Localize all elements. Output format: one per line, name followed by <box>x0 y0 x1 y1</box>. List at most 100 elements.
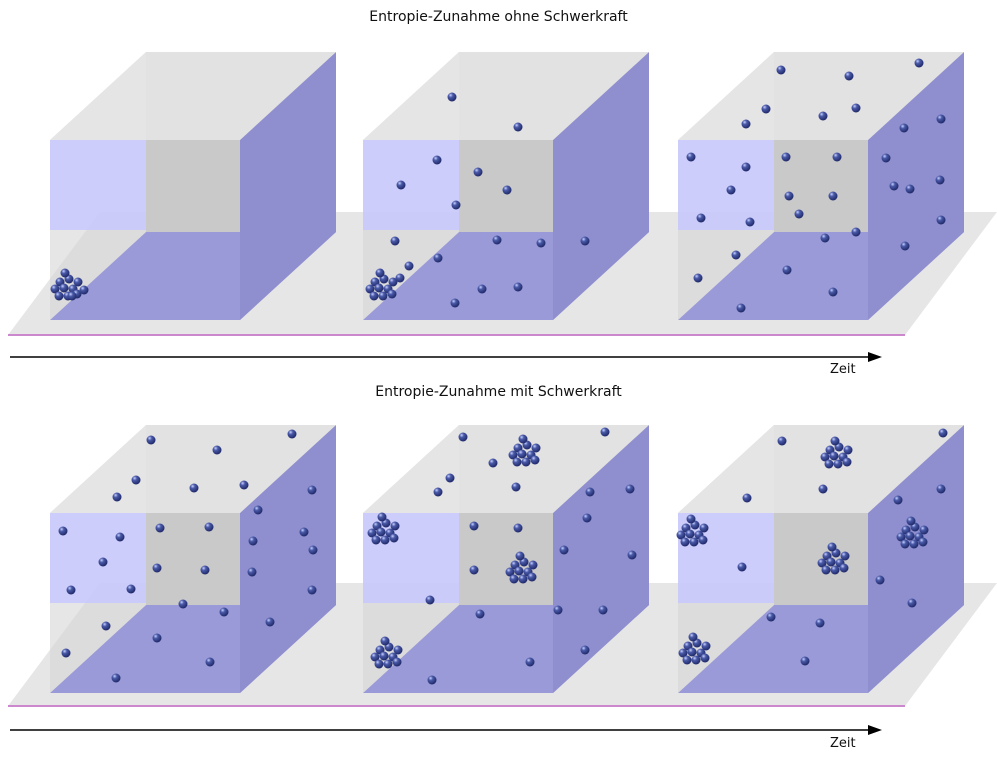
particle <box>477 284 487 294</box>
cube-bottom-3-cluster-top-particle <box>824 459 834 469</box>
cube-bottom-3-cluster-low-particle <box>682 655 692 665</box>
particle <box>98 557 108 567</box>
particle <box>525 657 535 667</box>
particle <box>818 484 828 494</box>
particle <box>212 445 222 455</box>
cube-bottom-2-cluster-left-particle <box>389 533 399 543</box>
particle <box>239 480 249 490</box>
cube-bottom-2-cluster-right-particle <box>518 574 528 584</box>
title-bottom: Entropie-Zunahme mit Schwerkraft <box>375 384 622 400</box>
cube-bottom-3-cluster-left-particle <box>676 530 686 540</box>
particle <box>152 633 162 643</box>
particle <box>745 217 755 227</box>
particle <box>761 104 771 114</box>
cube-bottom-3-top-face <box>678 425 964 513</box>
particle <box>737 562 747 572</box>
cube-bottom-2-cluster-low-particle <box>370 652 380 662</box>
particle <box>907 598 917 608</box>
cube-bottom-3-cluster-mid-particle <box>830 565 840 575</box>
particle <box>726 185 736 195</box>
particle <box>742 493 752 503</box>
particle <box>178 599 188 609</box>
cube-bottom-2-cluster-right-particle <box>527 572 537 582</box>
cube-bottom-2-side-wall <box>553 425 649 693</box>
particle <box>731 250 741 260</box>
cube-bottom-3-cluster-low-particle <box>700 653 710 663</box>
cube-bottom-2-cluster-right-particle <box>505 567 515 577</box>
particle <box>155 523 165 533</box>
particle <box>627 550 637 560</box>
cube-top-1-front-glass <box>50 140 146 230</box>
cube-top-2-cluster-particle <box>387 289 397 299</box>
cube-bottom-3-cluster-mid-particle <box>827 542 837 552</box>
particle <box>502 185 512 195</box>
particle <box>582 513 592 523</box>
cube-bottom-2-cluster-left-particle <box>380 535 390 545</box>
cube-bottom-3-cluster-right-particle <box>896 532 906 542</box>
particle <box>851 103 861 113</box>
cube-top-2-top-face <box>363 52 649 140</box>
particle <box>580 645 590 655</box>
cube-bottom-3-cluster-top-particle <box>843 445 853 455</box>
particle <box>800 656 810 666</box>
cube-bottom-2-cluster-low-particle <box>374 659 384 669</box>
particle <box>914 58 924 68</box>
cube-bottom-3-cluster-right-particle <box>918 537 928 547</box>
cube-top-2-cluster-particle <box>374 283 384 293</box>
cube-bottom-3-cluster-right-particle <box>919 525 929 535</box>
particle <box>450 298 460 308</box>
particle <box>469 521 479 531</box>
particle <box>152 563 162 573</box>
particle <box>794 209 804 219</box>
cube-bottom-3-cluster-mid-particle <box>821 565 831 575</box>
particle <box>115 532 125 542</box>
particle <box>126 584 136 594</box>
particle <box>513 122 523 132</box>
particle <box>935 175 945 185</box>
cube-bottom-3-cluster-right-particle <box>900 539 910 549</box>
cube-bottom-3-cluster-left-particle <box>699 523 709 533</box>
particle <box>686 152 696 162</box>
title-top: Entropie-Zunahme ohne Schwerkraft <box>369 9 628 25</box>
particle <box>820 233 830 243</box>
cube-bottom-2-cluster-particle <box>531 443 541 453</box>
cube-bottom-3-cluster-left-particle <box>698 535 708 545</box>
cube-top-2-side-wall <box>553 52 649 320</box>
particle <box>308 545 318 555</box>
cube-bottom-3-cluster-left-particle <box>685 529 695 539</box>
particle <box>265 617 275 627</box>
particle <box>513 523 523 533</box>
particle <box>219 607 229 617</box>
cube-top-2-cluster-particle <box>369 291 379 301</box>
particle <box>101 621 111 631</box>
particle <box>536 238 546 248</box>
particle <box>488 458 498 468</box>
cube-top-2-front-glass <box>363 140 459 230</box>
particle <box>111 673 121 683</box>
cube-bottom-3-cluster-left-particle <box>689 537 699 547</box>
particle <box>205 657 215 667</box>
particle <box>784 191 794 201</box>
particle <box>559 545 569 555</box>
particle <box>818 111 828 121</box>
particle <box>781 152 791 162</box>
cube-top-1-cluster-particle <box>60 268 70 278</box>
time-arrow-bottom-head <box>868 725 882 735</box>
cube-bottom-2-cluster-low-particle <box>383 659 393 669</box>
cube-bottom-2-cluster-right-particle <box>514 566 524 576</box>
particle <box>580 236 590 246</box>
cube-top-2-cluster-particle <box>378 291 388 301</box>
time-arrow-top-head <box>868 352 882 362</box>
particle <box>693 273 703 283</box>
cube-bottom-2-cluster-particle <box>517 449 527 459</box>
cube-top-1-side-wall <box>240 52 336 320</box>
cube-bottom-2-cluster-particle <box>512 457 522 467</box>
cube-bottom-2-cluster-right-particle <box>509 574 519 584</box>
cube-bottom-3-cluster-right-particle <box>905 531 915 541</box>
cube-top-2-cluster-particle <box>365 284 375 294</box>
cube-top-1-top-face <box>50 52 336 140</box>
particle <box>432 155 442 165</box>
cube-bottom-2-cluster-particle <box>530 455 540 465</box>
